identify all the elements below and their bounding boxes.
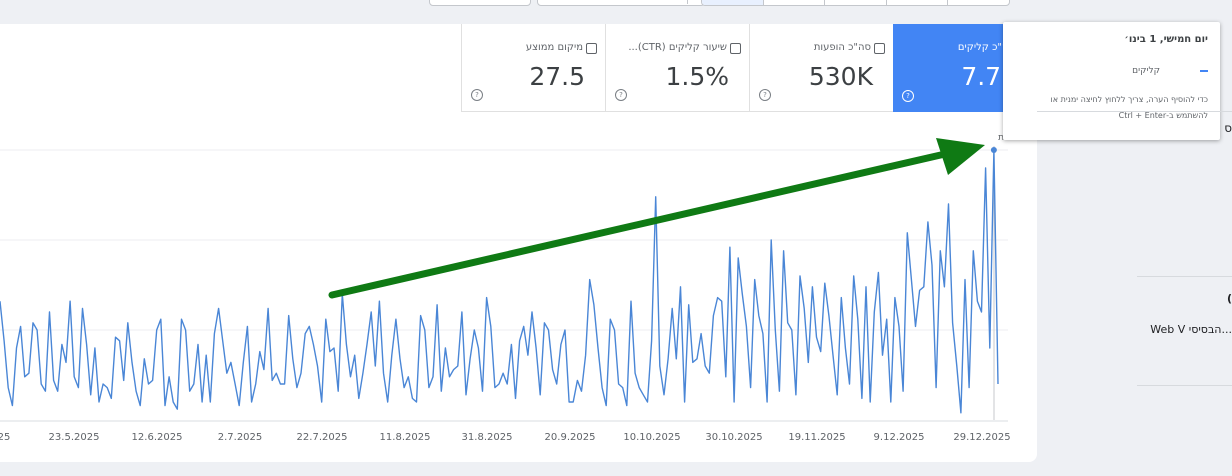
chart-gridlines <box>0 146 1008 422</box>
metric-label: שיעור קליקים (CTR)... <box>628 42 727 53</box>
metric-label: סה"כ קליקים <box>957 42 1015 53</box>
date-range-option[interactable] <box>885 0 948 5</box>
date-range-option[interactable] <box>824 0 886 5</box>
tooltip-hint: כדי להוסיף הערה, צריך ללחוץ לחיצה ימנית … <box>1050 95 1208 120</box>
clicks-line-chart[interactable]: 25 23.5.2025 12.6.2025 2.7.2025 22.7.2025 11.… <box>0 112 1037 452</box>
x-tick-label: 25 <box>0 432 10 443</box>
metrics-bar: מיקום ממוצע 27.5 ? שיעור קליקים (CTR)...… <box>461 24 1037 112</box>
x-tick-label: 30.10.2025 <box>705 432 762 443</box>
toolbar-separator <box>687 0 688 4</box>
web-vitals-link[interactable]: Web V הבסיסי... <box>1150 323 1232 336</box>
hover-point <box>990 147 997 153</box>
date-range-option[interactable] <box>762 0 825 5</box>
metric-ctr[interactable]: שיעור קליקים (CTR)... 1.5% ? <box>605 24 749 112</box>
series-color-swatch <box>1200 70 1208 72</box>
x-tick-label: 22.7.2025 <box>297 432 348 443</box>
help-icon[interactable]: ? <box>759 89 771 101</box>
x-tick-label: 19.11.2025 <box>788 432 845 443</box>
metric-label: מיקום ממוצע <box>525 42 583 53</box>
x-tick-label: 31.8.2025 <box>462 432 513 443</box>
x-tick-label: 10.10.2025 <box>623 432 680 443</box>
x-tick-label: 12.6.2025 <box>132 432 183 443</box>
date-range-option[interactable] <box>947 0 1009 5</box>
metric-value: 530K <box>808 62 873 91</box>
x-tick-label: 29.12.2025 <box>953 432 1010 443</box>
help-icon[interactable]: ? <box>471 89 483 101</box>
date-range-option[interactable] <box>702 0 763 5</box>
top-button-left[interactable] <box>429 0 531 6</box>
top-button-middle[interactable] <box>537 0 705 6</box>
help-icon[interactable]: ? <box>615 89 627 101</box>
x-tick-label: 2.7.2025 <box>218 432 263 443</box>
metric-average-position[interactable]: מיקום ממוצע 27.5 ? <box>461 24 605 112</box>
chart-series <box>0 147 999 414</box>
metric-checkbox[interactable] <box>586 43 597 54</box>
x-tick-label: 9.12.2025 <box>874 432 925 443</box>
panel-text-fragment: ( <box>1226 292 1232 305</box>
x-tick-label: 20.9.2025 <box>545 432 596 443</box>
clicks-series-line <box>0 149 999 414</box>
divider <box>1037 111 1232 112</box>
divider <box>1137 385 1232 386</box>
tooltip-series-label: קליקים <box>1132 66 1160 76</box>
trend-arrow-shaft <box>328 150 949 299</box>
chart-tooltip: יום חמישי, 1 בינו׳ קליקים כדי להוסיף הער… <box>1003 22 1220 140</box>
metric-checkbox[interactable] <box>730 43 741 54</box>
metric-checkbox[interactable] <box>874 43 885 54</box>
chart-annotations: ת <box>328 133 1004 299</box>
divider <box>1137 276 1232 277</box>
panel-text-fragment: ס <box>1224 121 1232 135</box>
help-icon[interactable]: ? <box>902 90 914 102</box>
chart-annotation-label: ת <box>998 133 1004 143</box>
x-tick-label: 11.8.2025 <box>380 432 431 443</box>
x-axis: 25 23.5.2025 12.6.2025 2.7.2025 22.7.2025 11.… <box>0 432 1011 443</box>
tooltip-date: יום חמישי, 1 בינו׳ <box>1124 34 1208 45</box>
metric-total-impressions[interactable]: סה"כ הופעות 530K ? <box>749 24 893 112</box>
date-range-segmented-control[interactable] <box>701 0 1010 6</box>
trend-arrow-head <box>936 138 985 175</box>
metric-label: סה"כ הופעות <box>813 42 871 53</box>
metric-value: 1.5% <box>665 62 729 91</box>
x-tick-label: 23.5.2025 <box>49 432 100 443</box>
right-side-panel: ס ( Web V הבסיסי... <box>1037 0 1232 476</box>
metric-value: 27.5 <box>529 62 585 91</box>
